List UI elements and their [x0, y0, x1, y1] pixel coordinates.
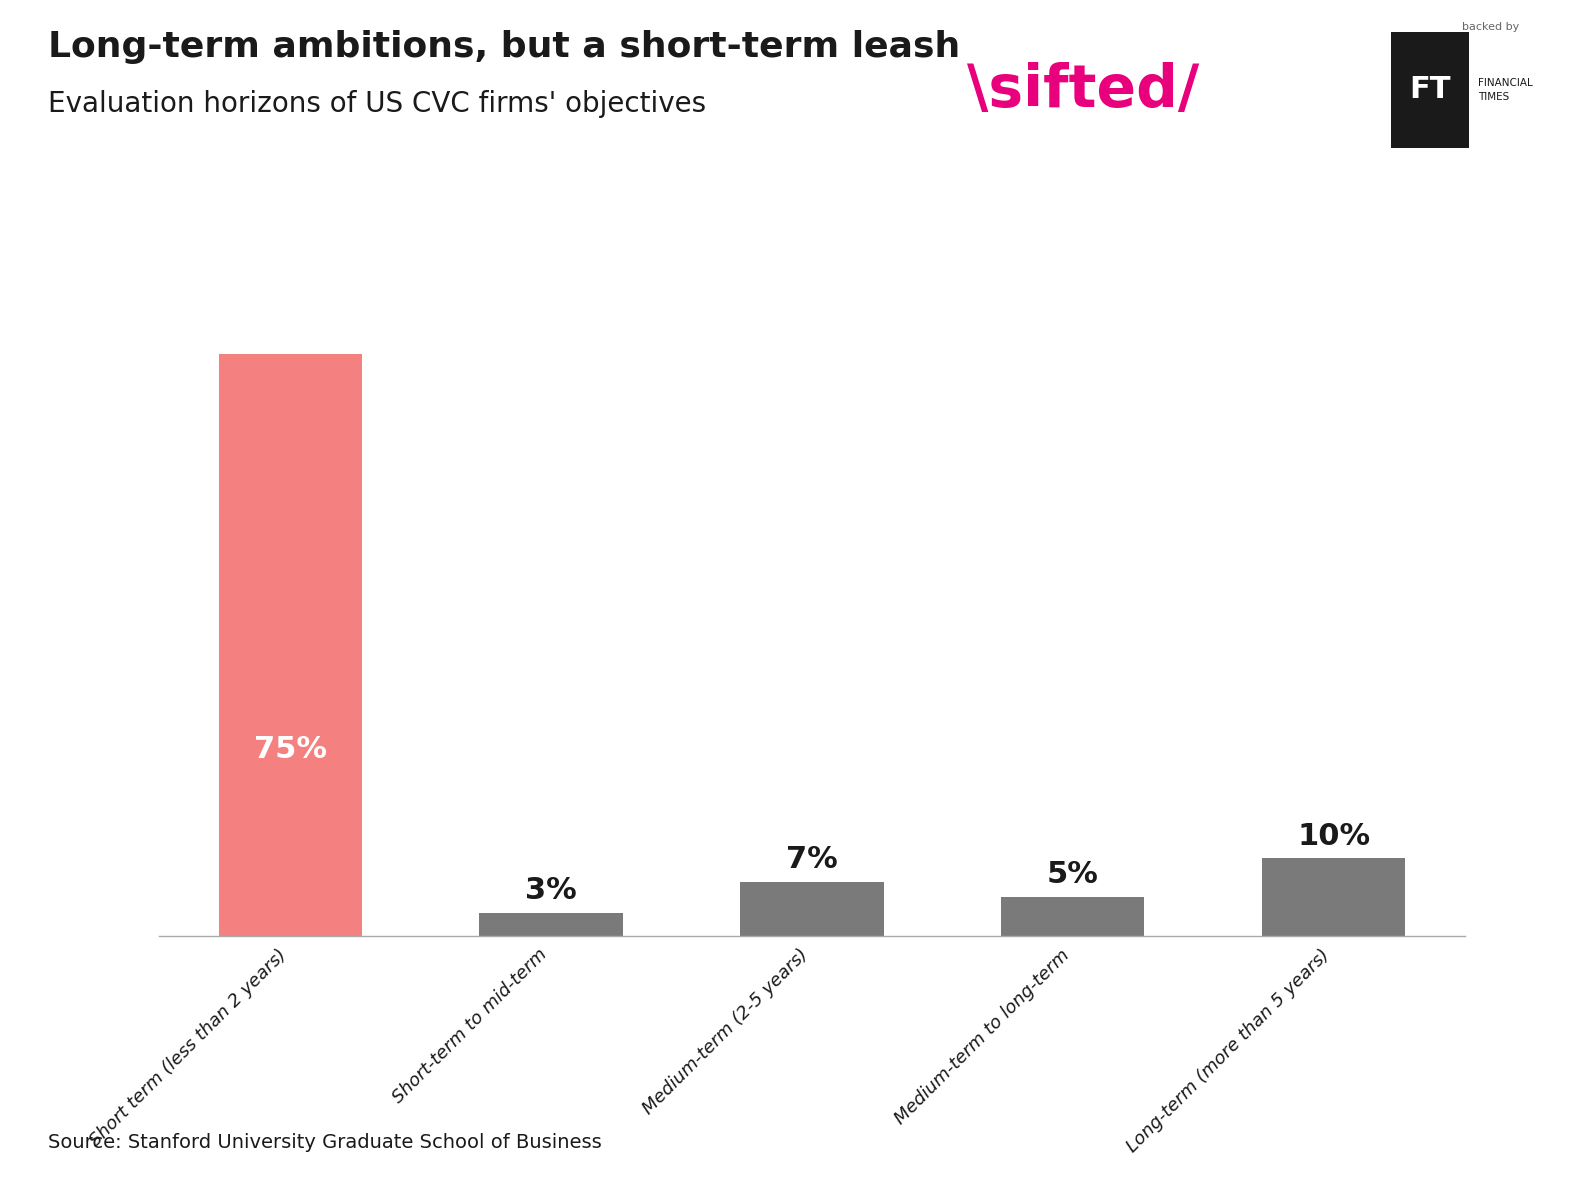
- Text: 3%: 3%: [525, 876, 576, 905]
- Bar: [1001, 898, 1145, 936]
- Bar: [479, 913, 622, 936]
- Text: \sifted/: \sifted/: [968, 61, 1199, 119]
- Bar: [1391, 32, 1469, 148]
- Text: Source: Stanford University Graduate School of Business: Source: Stanford University Graduate Sch…: [48, 1133, 602, 1152]
- Text: FINANCIAL
TIMES: FINANCIAL TIMES: [1479, 78, 1533, 102]
- Text: 7%: 7%: [786, 845, 837, 874]
- Bar: [740, 882, 884, 936]
- Text: 75%: 75%: [253, 736, 326, 764]
- Text: backed by: backed by: [1461, 23, 1519, 32]
- Text: 5%: 5%: [1048, 860, 1098, 889]
- Text: FT: FT: [1409, 76, 1450, 104]
- Bar: [218, 354, 361, 936]
- Text: 10%: 10%: [1297, 822, 1371, 851]
- Text: Long-term ambitions, but a short-term leash: Long-term ambitions, but a short-term le…: [48, 30, 960, 64]
- Bar: [1262, 858, 1406, 936]
- Text: Evaluation horizons of US CVC firms' objectives: Evaluation horizons of US CVC firms' obj…: [48, 90, 705, 118]
